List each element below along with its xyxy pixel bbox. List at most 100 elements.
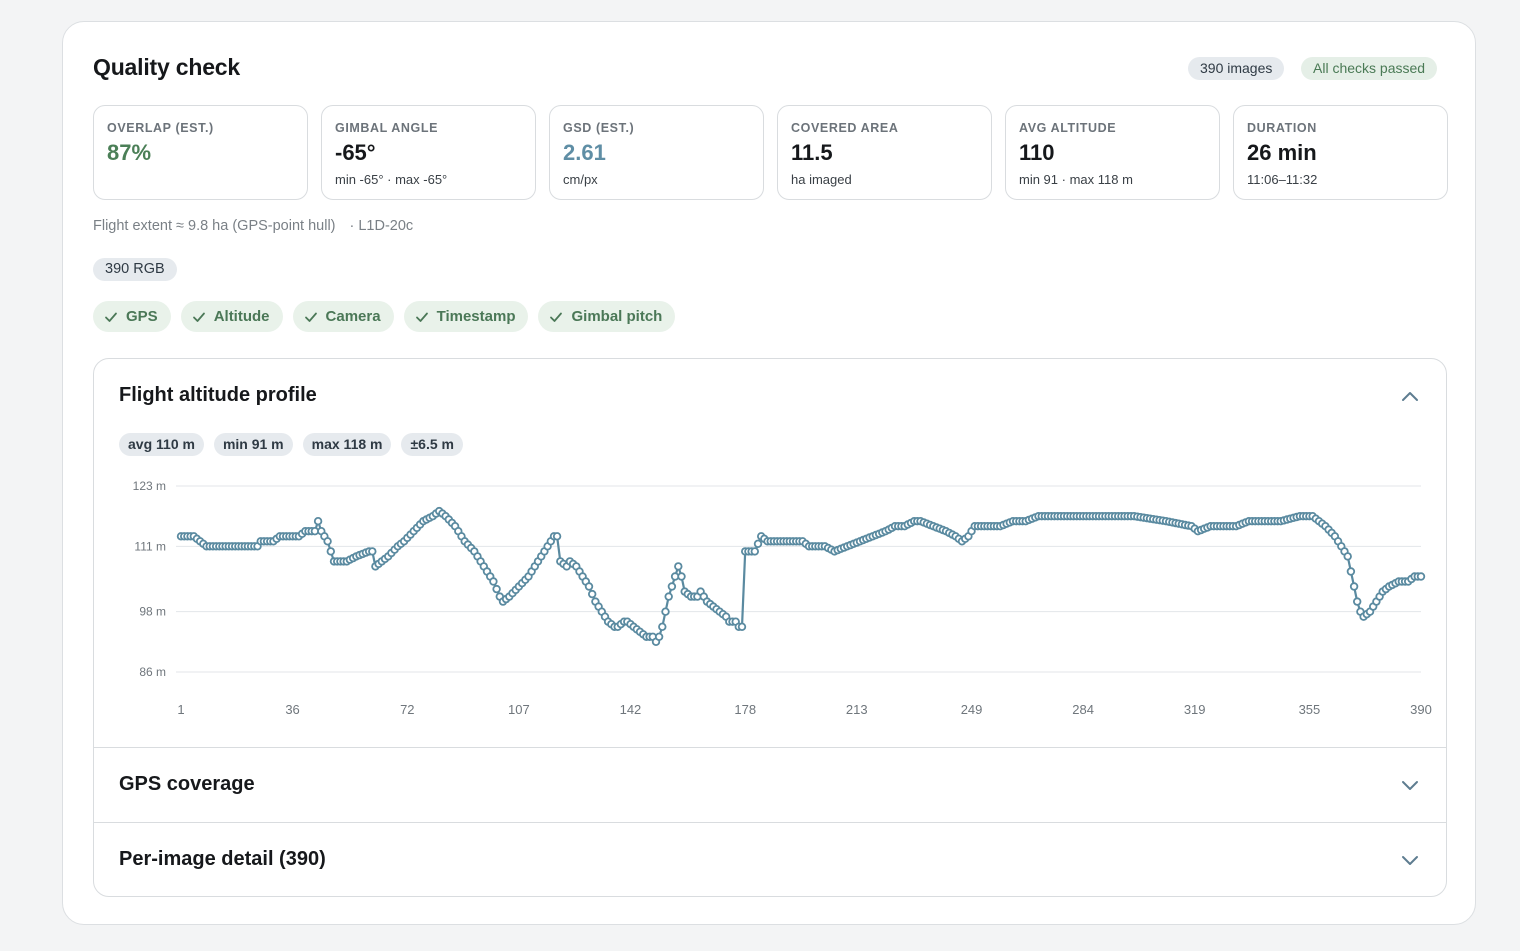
stat-card-gsd: GSD (est.) 2.61 cm/px	[549, 105, 764, 200]
check-icon	[304, 312, 317, 322]
x-tick-label: 72	[400, 702, 414, 717]
check-icon	[415, 312, 428, 322]
x-tick-label: 1	[177, 702, 184, 717]
stat-sub: 11:06–11:32	[1247, 172, 1318, 187]
chevron-down-icon[interactable]	[1398, 773, 1422, 797]
check-label: Altitude	[213, 308, 270, 325]
data-point	[313, 517, 323, 526]
gps-section-toggle[interactable]: GPS coverage	[119, 773, 255, 795]
check-icon	[105, 312, 117, 322]
stat-label: Avg altitude	[1019, 121, 1117, 135]
data-point	[1343, 552, 1352, 561]
stat-value: 87%	[107, 140, 152, 165]
y-tick-label: 86 m	[139, 665, 166, 679]
x-tick-label: 107	[508, 702, 530, 717]
divider	[94, 747, 1446, 748]
stat-card-avg-altitude: Avg altitude 110 min 91 · max 118 m	[1005, 105, 1220, 200]
check-label: Camera	[325, 308, 381, 325]
x-tick-label: 213	[846, 702, 868, 717]
stat-card-duration: Duration 26 min 11:06–11:32	[1233, 105, 1448, 200]
check-gimbal-pitch: Gimbal pitch	[538, 301, 676, 332]
stat-value: 11.5	[791, 140, 833, 165]
data-point	[674, 562, 683, 571]
x-tick-label: 178	[734, 702, 756, 717]
stat-value: -65°	[335, 140, 376, 165]
check-timestamp: Timestamp	[403, 301, 529, 332]
quality-check-card: Quality check 390 images All checks pass…	[62, 21, 1476, 925]
check-label: Gimbal pitch	[571, 308, 663, 325]
avg-altitude-pill: avg 110 m	[119, 433, 204, 456]
stat-card-covered-area: Covered area 11.5 ha imaged	[777, 105, 992, 200]
altitude-section-toggle[interactable]: Flight altitude profile	[119, 384, 317, 406]
x-tick-label: 142	[620, 702, 642, 717]
check-camera: Camera	[292, 301, 394, 332]
stat-label: Duration	[1247, 121, 1317, 135]
data-point	[750, 547, 759, 556]
altitude-line-chart: 123 m 111 m 98 m 86 m 1 36 72 107 142 178 213 249 28…	[133, 479, 1432, 717]
data-point	[368, 547, 377, 556]
data-point	[664, 592, 673, 601]
chevron-down-icon[interactable]	[1398, 848, 1422, 872]
stat-label: Gimbal angle	[335, 121, 439, 135]
check-label: Timestamp	[436, 308, 516, 325]
check-altitude: Altitude	[180, 301, 283, 332]
x-tick-label: 36	[285, 702, 299, 717]
stat-value: 2.61	[563, 140, 606, 165]
data-point	[753, 539, 763, 548]
details-panel: Flight altitude profile avg 110 m min 91…	[93, 358, 1447, 897]
camera-model: · L1D-20c	[349, 218, 414, 234]
stat-label: GSD (est.)	[563, 121, 635, 135]
status-badge: All checks passed	[1301, 57, 1438, 80]
data-point	[492, 584, 501, 594]
stat-sub: min 91 · max 118 m	[1019, 172, 1133, 187]
data-point	[489, 577, 498, 586]
chevron-up-icon[interactable]	[1398, 385, 1422, 409]
check-label: GPS	[126, 308, 158, 325]
data-point	[654, 632, 664, 641]
check-icon	[192, 312, 205, 322]
page-title: Quality check	[93, 54, 240, 80]
stat-value: 110	[1019, 140, 1055, 165]
check-gps: GPS	[93, 301, 171, 332]
data-point	[667, 582, 677, 591]
data-point	[737, 622, 747, 631]
rgb-count-badge: 390 RGB	[93, 258, 177, 281]
data-point	[1352, 597, 1362, 606]
stat-value: 26 min	[1247, 140, 1317, 165]
check-icon	[550, 312, 563, 322]
data-point	[323, 537, 332, 546]
data-point	[1416, 572, 1426, 581]
divider	[94, 822, 1446, 823]
data-point	[658, 622, 667, 631]
y-tick-label: 98 m	[139, 605, 166, 619]
x-tick-label: 355	[1299, 702, 1321, 717]
y-tick-label: 111 m	[134, 539, 166, 553]
flight-extent-note: Flight extent ≈ 9.8 ha (GPS-point hull) ·…	[93, 218, 413, 234]
stat-sub: cm/px	[563, 172, 598, 187]
data-point	[661, 607, 670, 616]
y-tick-label: 123 m	[133, 479, 166, 493]
data-point	[584, 582, 594, 591]
data-point	[552, 532, 562, 541]
x-tick-label: 390	[1410, 702, 1432, 717]
per-image-section-toggle[interactable]: Per-image detail (390)	[119, 848, 326, 870]
x-tick-label: 319	[1184, 702, 1206, 717]
min-altitude-pill: min 91 m	[213, 433, 293, 456]
altitude-spread-pill: ±6.5 m	[401, 433, 463, 456]
stat-sub: min -65° · max -65°	[335, 172, 448, 187]
data-point	[326, 547, 335, 556]
data-point	[588, 589, 597, 599]
data-point	[677, 572, 686, 581]
stat-label: Overlap (est.)	[107, 121, 214, 135]
stat-card-overlap: Overlap (est.) 87%	[93, 105, 308, 200]
images-count-badge: 390 images	[1188, 57, 1285, 80]
flight-extent-text: Flight extent ≈ 9.8 ha (GPS-point hull)	[93, 218, 336, 234]
series-line	[181, 510, 1421, 643]
stat-card-gimbal-angle: Gimbal angle -65° min -65° · max -65°	[321, 105, 536, 200]
x-tick-label: 249	[961, 702, 983, 717]
check-list: GPS Altitude Camera Timestamp Gimbal pit…	[93, 301, 676, 332]
stat-label: Covered area	[791, 121, 899, 135]
x-tick-label: 284	[1072, 702, 1094, 717]
max-altitude-pill: max 118 m	[302, 433, 392, 456]
altitude-stat-pills: avg 110 m min 91 m max 118 m ±6.5 m	[119, 433, 463, 456]
